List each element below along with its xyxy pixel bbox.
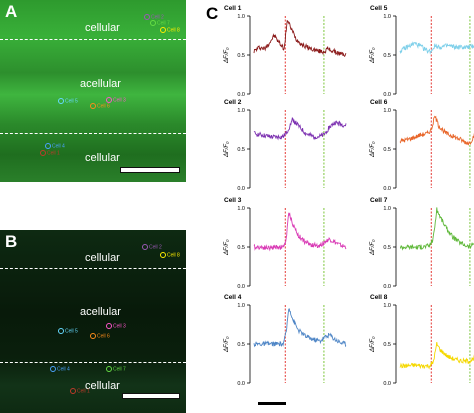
trace-title: Cell 3 (224, 197, 242, 204)
y-tick-label: 0.5 (237, 245, 245, 251)
cell-marker-b-6: Cell 6 (90, 333, 110, 339)
time-scale-bar (258, 402, 286, 405)
cell-marker-b-4: Cell 4 (50, 366, 70, 372)
trace-plot-2: Cell 2 1.0 0.5 0.0 ΔF/F₀ (224, 99, 347, 192)
y-tick-label: 1.0 (237, 303, 245, 309)
cell-marker-a-4: Cell 4 (45, 143, 65, 149)
panel-b: cellular acellular cellular Cell 1 Cell … (0, 230, 186, 413)
region-label-acellular: acellular (80, 78, 121, 90)
cell-marker-a-3: Cell 3 (106, 97, 126, 103)
y-tick-label: 0.0 (237, 186, 245, 192)
y-tick-label: 0.5 (237, 147, 245, 153)
y-tick-label: 0.0 (237, 92, 245, 98)
y-tick-label: 0.5 (383, 342, 391, 348)
y-axis-label: ΔF/F₀ (370, 336, 376, 353)
cell-marker-b-7: Cell 7 (106, 366, 126, 372)
panel-label-c: C (206, 4, 219, 23)
trace-plot-1: Cell 1 1.0 0.5 0.0 ΔF/F₀ (224, 5, 347, 98)
cell-marker-a-6: Cell 6 (90, 103, 110, 109)
y-axis-label: ΔF/F₀ (370, 47, 376, 64)
trace-line (253, 117, 347, 141)
panel-a: cellular acellular cellular Cell 1 Cell … (0, 0, 186, 182)
trace-plot-7: Cell 7 1.0 0.5 0.0 ΔF/F₀ (370, 197, 474, 290)
y-tick-label: 0.5 (383, 147, 391, 153)
y-axis-label: ΔF/F₀ (224, 239, 230, 256)
trace-line (399, 41, 474, 55)
trace-title: Cell 1 (224, 5, 242, 12)
y-tick-label: 0.0 (383, 186, 391, 192)
scale-bar-b (122, 393, 180, 399)
y-tick-label: 0.5 (237, 342, 245, 348)
y-tick-label: 1.0 (237, 14, 245, 20)
y-tick-label: 0.0 (383, 284, 391, 290)
trace-plot-4: Cell 4 1.0 0.5 0.0 ΔF/F₀ (224, 294, 347, 387)
y-tick-label: 1.0 (237, 108, 245, 114)
y-tick-label: 0.0 (237, 381, 245, 387)
boundary-line-top (0, 268, 186, 269)
y-tick-label: 1.0 (383, 108, 391, 114)
trace-title: Cell 6 (370, 99, 388, 106)
trace-title: Cell 4 (224, 294, 242, 301)
y-tick-label: 0.5 (237, 53, 245, 59)
y-tick-label: 1.0 (383, 206, 391, 212)
y-tick-label: 0.5 (383, 53, 391, 59)
y-axis-label: ΔF/F₀ (370, 239, 376, 256)
cell-marker-a-8: Cell 8 (160, 27, 180, 33)
trace-line (253, 308, 347, 348)
y-tick-label: 0.5 (383, 245, 391, 251)
region-label-cellular-bottom: cellular (85, 380, 120, 392)
y-tick-label: 1.0 (383, 303, 391, 309)
trace-title: Cell 2 (224, 99, 242, 106)
trace-title: Cell 5 (370, 5, 388, 12)
cell-marker-a-7: Cell 7 (150, 20, 170, 26)
trace-line (399, 115, 474, 146)
region-label-cellular-top: cellular (85, 252, 120, 264)
boundary-line-top (0, 39, 186, 40)
cell-marker-b-5: Cell 5 (58, 328, 78, 334)
panel-label-a: A (5, 2, 18, 21)
trace-plot-8: Cell 8 1.0 0.5 0.0 ΔF/F₀ (370, 294, 474, 387)
trace-line (253, 212, 347, 252)
trace-title: Cell 7 (370, 197, 388, 204)
micrograph-a: cellular acellular cellular Cell 1 Cell … (0, 0, 186, 182)
micrograph-b: cellular acellular cellular Cell 1 Cell … (0, 230, 186, 413)
trace-line (253, 20, 347, 57)
y-axis-label: ΔF/F₀ (370, 141, 376, 158)
panel-label-b: B (5, 232, 18, 251)
boundary-line-bottom (0, 362, 186, 363)
y-tick-label: 1.0 (383, 14, 391, 20)
y-tick-label: 1.0 (237, 206, 245, 212)
y-tick-label: 0.0 (383, 92, 391, 98)
cell-marker-b-3: Cell 3 (106, 323, 126, 329)
y-tick-label: 0.0 (237, 284, 245, 290)
boundary-line-bottom (0, 133, 186, 134)
y-axis-label: ΔF/F₀ (224, 47, 230, 64)
cell-marker-b-8: Cell 8 (160, 252, 180, 258)
cell-marker-b-1: Cell 1 (70, 388, 90, 394)
region-label-cellular-top: cellular (85, 22, 120, 34)
region-label-cellular-bottom: cellular (85, 152, 120, 164)
trace-plot-5: Cell 5 1.0 0.5 0.0 ΔF/F₀ (370, 5, 474, 98)
trace-line (399, 342, 474, 370)
scale-bar-a (120, 167, 180, 173)
y-axis-label: ΔF/F₀ (224, 141, 230, 158)
cell-marker-b-2: Cell 2 (142, 244, 162, 250)
trace-plot-6: Cell 6 1.0 0.5 0.0 ΔF/F₀ (370, 99, 474, 192)
trace-line (400, 207, 474, 251)
trace-title: Cell 8 (370, 294, 388, 301)
y-axis-label: ΔF/F₀ (224, 336, 230, 353)
trace-plot-3: Cell 3 1.0 0.5 0.0 ΔF/F₀ (224, 197, 347, 290)
cell-marker-a-5: Cell 5 (58, 98, 78, 104)
cell-marker-a-1: Cell 1 (40, 150, 60, 156)
cell-marker-a-2: Cell 2 (144, 14, 164, 20)
y-tick-label: 0.0 (383, 381, 391, 387)
region-label-acellular: acellular (80, 306, 121, 318)
